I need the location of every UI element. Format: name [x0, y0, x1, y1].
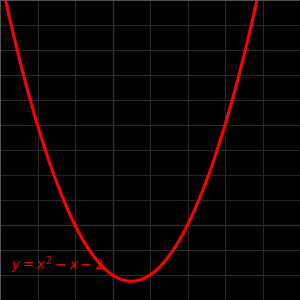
Text: $y = x^2-x-2$: $y = x^2-x-2$: [11, 254, 104, 276]
